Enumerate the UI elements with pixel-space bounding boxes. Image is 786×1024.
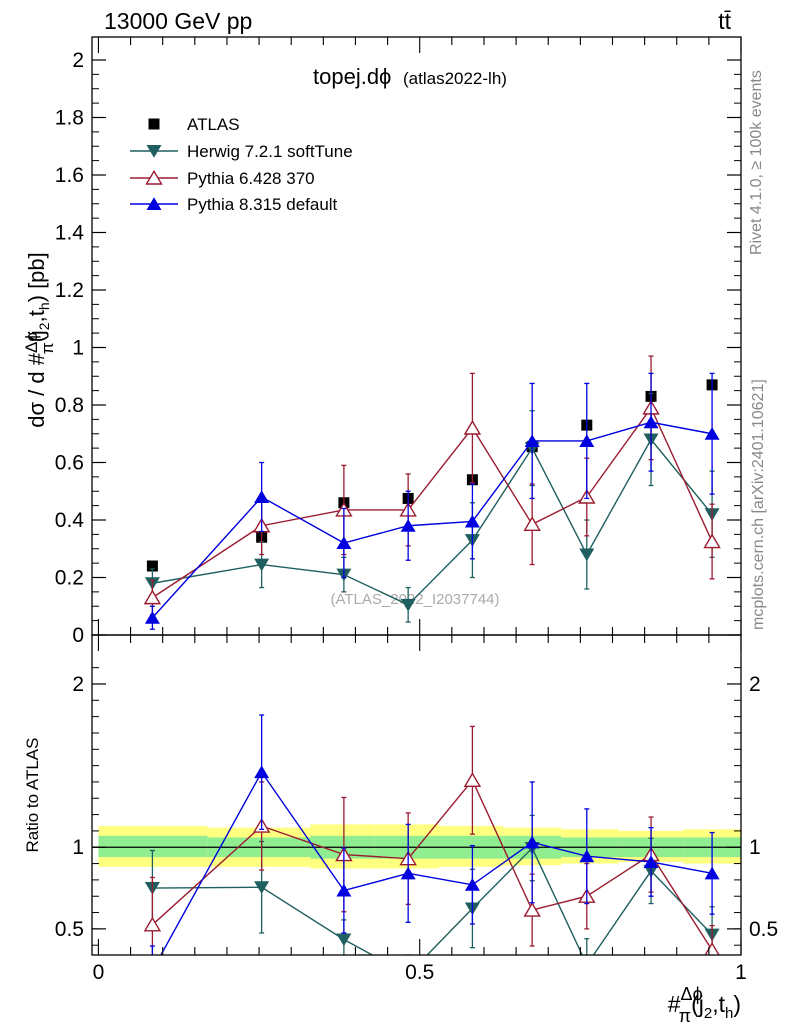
ratio-point-herwig-7-2-1-softtune [579,959,594,972]
legend-label: Herwig 7.2.1 softTune [187,142,353,161]
plot-title-note: (atlas2022-lh) [403,69,507,88]
legend-label: Pythia 6.428 370 [187,169,315,188]
x-axis-label: #Δϕ π(j2,th) [668,984,741,1024]
ratio-y-axis-label: Ratio to ATLAS [23,738,42,853]
header-right: tt̄ [718,8,731,34]
legend-marker [146,197,162,210]
ratio-point-pythia-8-315-default [643,855,659,868]
main-line-pythia-8-315-default [151,421,713,619]
main-point-pythia-8-315-default [464,514,480,528]
main-point-pythia-6-428-370 [143,589,162,605]
ratio-y-tick-label-right: 1 [749,836,761,859]
legend-label: ATLAS [187,115,240,134]
main-y-tick-label: 1.6 [55,164,84,187]
ratio-line-pythia-8-315-default [160,770,713,955]
ratio-plot-frame [91,634,742,956]
main-y-tick-label: 0.8 [55,394,84,417]
legend: ATLAS Herwig 7.2.1 softTune Pythia 6.428 3… [130,115,353,214]
main-y-tick-label: 0.6 [55,452,84,475]
main-point-pythia-6-428-370 [463,419,482,435]
main-line-herwig-7-2-1-softtune [152,438,713,606]
main-point-pythia-8-315-default [400,519,416,532]
ratio-y-tick-label: 1 [72,836,84,859]
svg-text:#Δϕπ(j2,th): #Δϕ π(j2,th) [668,984,741,1024]
main-point-pythia-8-315-default [336,536,352,549]
main-point-pythia-8-315-default [643,415,659,429]
x-tick-label: 0.5 [405,961,434,984]
legend-marker [148,118,160,130]
svg-text:dσ / d #Δϕπ(j2,th) [pb]: dσ / d #Δϕπ(j2,th) [pb] [22,252,57,428]
main-point-pythia-8-315-default [704,427,720,440]
main-y-axis-label: dσ / d #Δϕπ(j2,th) [pb] [22,252,57,428]
ratio-point-pythia-8-315-default [400,866,416,880]
main-point-pythia-6-428-370 [703,533,721,549]
ratio-y-tick-label-right: 0.5 [749,918,778,941]
ratio-y-tick-label-right: 2 [749,673,761,696]
legend-marker [146,145,162,158]
main-point-atlas [146,560,158,572]
legend-marker [145,169,163,185]
ratio-y-tick-label: 2 [72,673,84,696]
ratio-point-pythia-6-428-370 [523,901,541,917]
ratio-point-pythia-8-315-default [254,765,270,779]
main-point-pythia-8-315-default [524,434,540,447]
main-y-tick-label: 1 [72,337,84,360]
main-point-herwig-7-2-1-softtune [254,558,270,572]
ratio-band-green [98,835,208,858]
ratio-point-pythia-6-428-370 [704,941,720,955]
rivet-version: Rivet 4.1.0, ≥ 100k events [748,70,765,255]
main-point-pythia-8-315-default [144,611,160,624]
main-y-tick-label: 1.4 [55,222,85,245]
ratio-point-pythia-8-315-default [704,866,720,880]
main-point-pythia-8-315-default [254,490,270,503]
main-y-tick-label: 0 [72,624,84,647]
mcplots-credit: mcplots.cern.ch [arXiv:2401.10621] [750,379,767,630]
ratio-point-pythia-8-315-default [579,849,595,863]
main-point-pythia-6-428-370 [523,516,541,532]
main-y-tick-label: 2 [72,49,84,72]
ratio-point-herwig-7-2-1-softtune [254,881,270,894]
main-y-tick-label: 1.8 [55,107,84,130]
main-y-tick-label: 0.2 [55,567,84,590]
header-left: 13000 GeV pp [104,8,252,34]
ratio-point-pythia-6-428-370 [463,772,482,788]
main-point-herwig-7-2-1-softtune [579,548,595,562]
x-tick-label: 0 [93,961,105,984]
main-point-herwig-7-2-1-softtune [400,598,416,612]
ratio-point-pythia-8-315-default [464,878,480,891]
ratio-point-pythia-8-315-default [336,883,352,897]
main-point-pythia-8-315-default [579,434,595,447]
plot-title: topej.dϕ [313,64,391,89]
legend-label: Pythia 8.315 default [187,195,338,214]
ratio-point-herwig-7-2-1-softtune [336,933,352,947]
x-tick-label: 1 [735,961,747,984]
ratio-point-pythia-8-315-default [524,835,540,849]
ratio-y-tick-label: 0.5 [55,918,84,941]
main-y-tick-label: 1.2 [55,279,84,302]
ratio-point-pythia-6-428-370 [143,916,162,932]
ratio-point-pythia-8-315-default [145,964,160,977]
main-y-tick-label: 0.4 [55,509,85,532]
